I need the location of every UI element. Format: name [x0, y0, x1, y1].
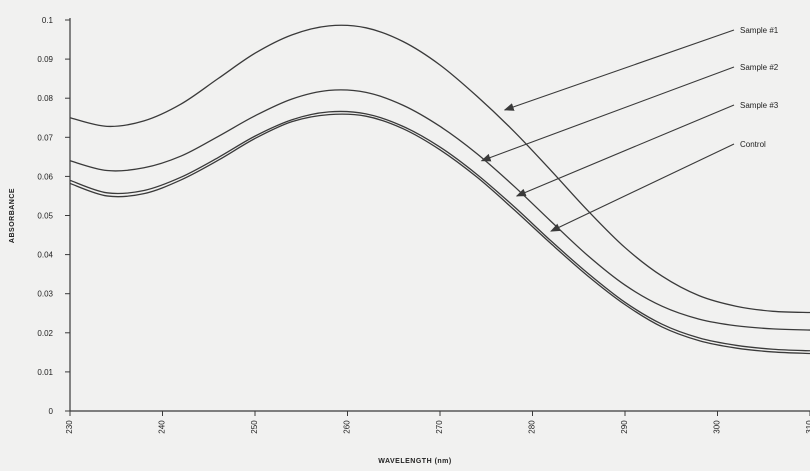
legend-label-sample-3: Sample #3 [740, 101, 779, 110]
y-tick-label: 0.08 [37, 94, 53, 103]
x-tick-label: 290 [620, 420, 629, 434]
x-tick-label: 230 [65, 420, 74, 434]
x-tick-label: 260 [343, 420, 352, 434]
x-tick-label: 310 [805, 420, 810, 434]
legend-arrow-sample-1 [503, 29, 735, 111]
legend: Sample #1 Sample #2 Sample #3 Control [480, 26, 779, 232]
legend-label-sample-2: Sample #2 [740, 63, 779, 72]
series-line-sample-2 [69, 89, 810, 331]
series-line-sample-1 [69, 24, 810, 314]
y-tick-label: 0.1 [42, 16, 54, 25]
y-tick-label: 0.04 [37, 251, 53, 260]
series-line-control [69, 113, 810, 355]
x-tick-label: 240 [158, 420, 167, 434]
series-line-sample-3 [69, 110, 810, 352]
x-tick-label: 280 [528, 420, 537, 434]
x-tick-label: 300 [713, 420, 722, 434]
y-tick-label: 0.06 [37, 172, 53, 181]
legend-arrow-sample-3 [515, 104, 735, 197]
x-tick-label: 270 [435, 420, 444, 434]
legend-label-control: Control [740, 140, 766, 149]
y-tick-label: 0.05 [37, 212, 53, 221]
x-tick-label: 250 [250, 420, 259, 434]
axes [69, 18, 810, 412]
y-tick-label: 0.02 [37, 329, 53, 338]
legend-arrow-control [550, 143, 735, 232]
y-tick-label: 0.01 [37, 368, 53, 377]
ticks: 0 0.01 0.02 0.03 0.04 0.05 0.06 0.07 0.08 0.09 0.1… [37, 16, 810, 434]
y-tick-label: 0.09 [37, 55, 53, 64]
y-tick-label: 0.07 [37, 133, 53, 142]
y-axis-title: ABSORBANCE [9, 188, 16, 243]
y-tick-label: 0.03 [37, 290, 53, 299]
y-tick-label: 0 [49, 407, 54, 416]
x-axis-title: WAVELENGTH (nm) [378, 458, 451, 465]
legend-label-sample-1: Sample #1 [740, 26, 779, 35]
legend-arrow-sample-2 [480, 66, 735, 162]
series-lines [69, 24, 810, 355]
